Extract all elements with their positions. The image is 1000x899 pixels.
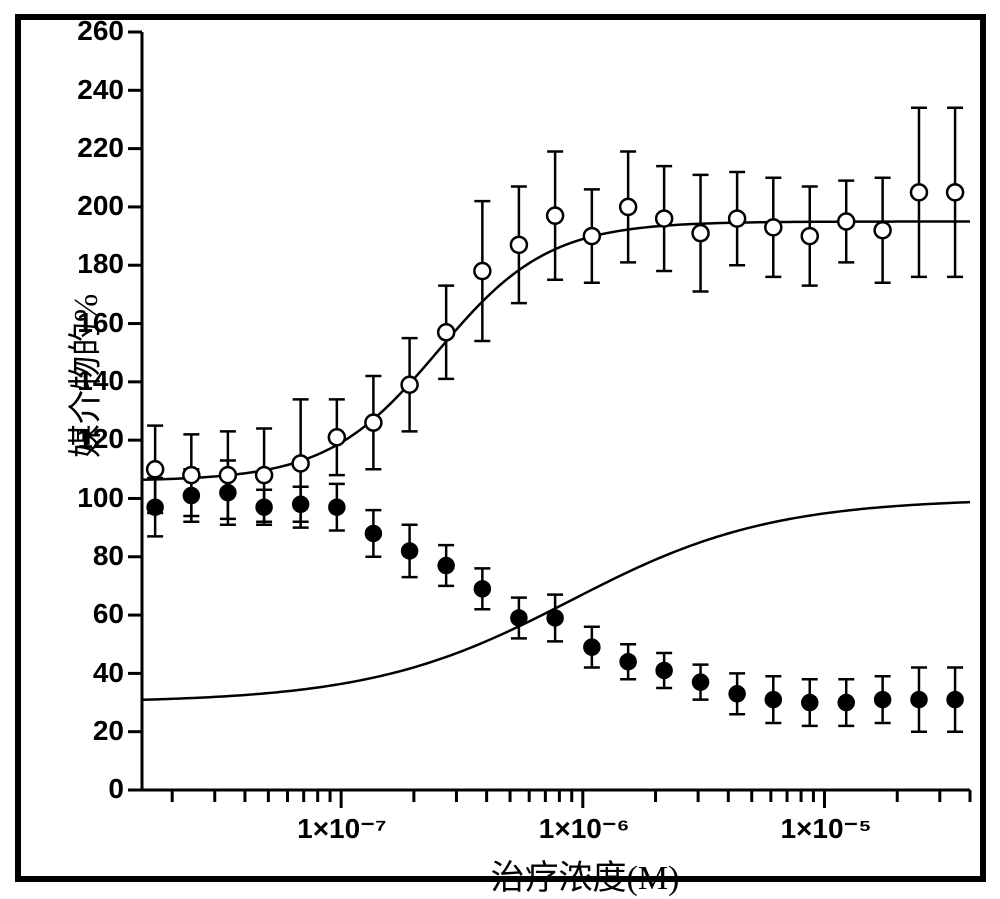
open-circle-marker: [474, 263, 490, 279]
open-circle-marker: [220, 467, 236, 483]
open-circle-marker: [147, 461, 163, 477]
y-tick-label: 100: [77, 482, 124, 514]
x-tick-label: 1×10⁻⁵: [780, 812, 871, 845]
filled-circle-marker: [329, 499, 345, 515]
filled-circle-marker: [547, 610, 563, 626]
open-circle-marker: [947, 184, 963, 200]
open-circle-marker: [511, 237, 527, 253]
y-tick-label: 180: [77, 248, 124, 280]
open-circle-marker: [293, 455, 309, 471]
open-circle-marker: [911, 184, 927, 200]
y-tick-label: 80: [93, 540, 124, 572]
filled-circle-marker: [220, 485, 236, 501]
filled-circle-marker: [293, 496, 309, 512]
filled-circle-marker: [438, 558, 454, 574]
y-tick-label: 120: [77, 423, 124, 455]
filled-circle-marker: [802, 695, 818, 711]
open-circle-marker: [256, 467, 272, 483]
filled-circle-marker: [365, 525, 381, 541]
open-circle-marker: [802, 228, 818, 244]
filled-circle-marker: [693, 674, 709, 690]
y-tick-label: 0: [108, 773, 124, 805]
open-circle-marker: [656, 211, 672, 227]
open-circle-marker: [693, 225, 709, 241]
filled-circle-marker: [474, 581, 490, 597]
filled-circle-marker: [584, 639, 600, 655]
filled-circle-marker: [947, 692, 963, 708]
y-tick-label: 240: [77, 74, 124, 106]
open-circle-marker: [765, 219, 781, 235]
y-tick-label: 220: [77, 132, 124, 164]
filled-circle-marker: [147, 499, 163, 515]
open-circle-marker: [329, 429, 345, 445]
open-circle-marker: [875, 222, 891, 238]
filled-circle-marker: [838, 695, 854, 711]
open-circle-marker: [729, 211, 745, 227]
y-tick-label: 20: [93, 715, 124, 747]
open-circle-marker: [402, 377, 418, 393]
open-circle-marker: [620, 199, 636, 215]
filled-circle-marker: [656, 662, 672, 678]
filled-circle-marker: [875, 692, 891, 708]
filled-circle-marker: [256, 499, 272, 515]
y-tick-label: 60: [93, 598, 124, 630]
filled-circle-marker: [511, 610, 527, 626]
open-circle-marker: [438, 324, 454, 340]
filled-circle-marker: [620, 654, 636, 670]
y-tick-label: 140: [77, 365, 124, 397]
filled-circle-marker: [765, 692, 781, 708]
y-tick-label: 160: [77, 307, 124, 339]
filled-circle-marker: [729, 686, 745, 702]
open-circle-marker: [547, 208, 563, 224]
filled-circle-marker: [183, 488, 199, 504]
open-circle-marker: [183, 467, 199, 483]
filled-circle-marker: [911, 692, 927, 708]
open-circle-marker: [838, 214, 854, 230]
y-tick-label: 40: [93, 657, 124, 689]
x-axis-title: 治疗浓度(M): [491, 850, 680, 899]
x-tick-label: 1×10⁻⁷: [297, 812, 386, 845]
y-tick-label: 260: [77, 15, 124, 47]
open-circle-marker: [584, 228, 600, 244]
filled-circle-marker: [402, 543, 418, 559]
plot-svg: [142, 32, 970, 790]
open-circle-marker: [365, 415, 381, 431]
x-tick-label: 1×10⁻⁶: [539, 812, 630, 845]
y-tick-label: 200: [77, 190, 124, 222]
